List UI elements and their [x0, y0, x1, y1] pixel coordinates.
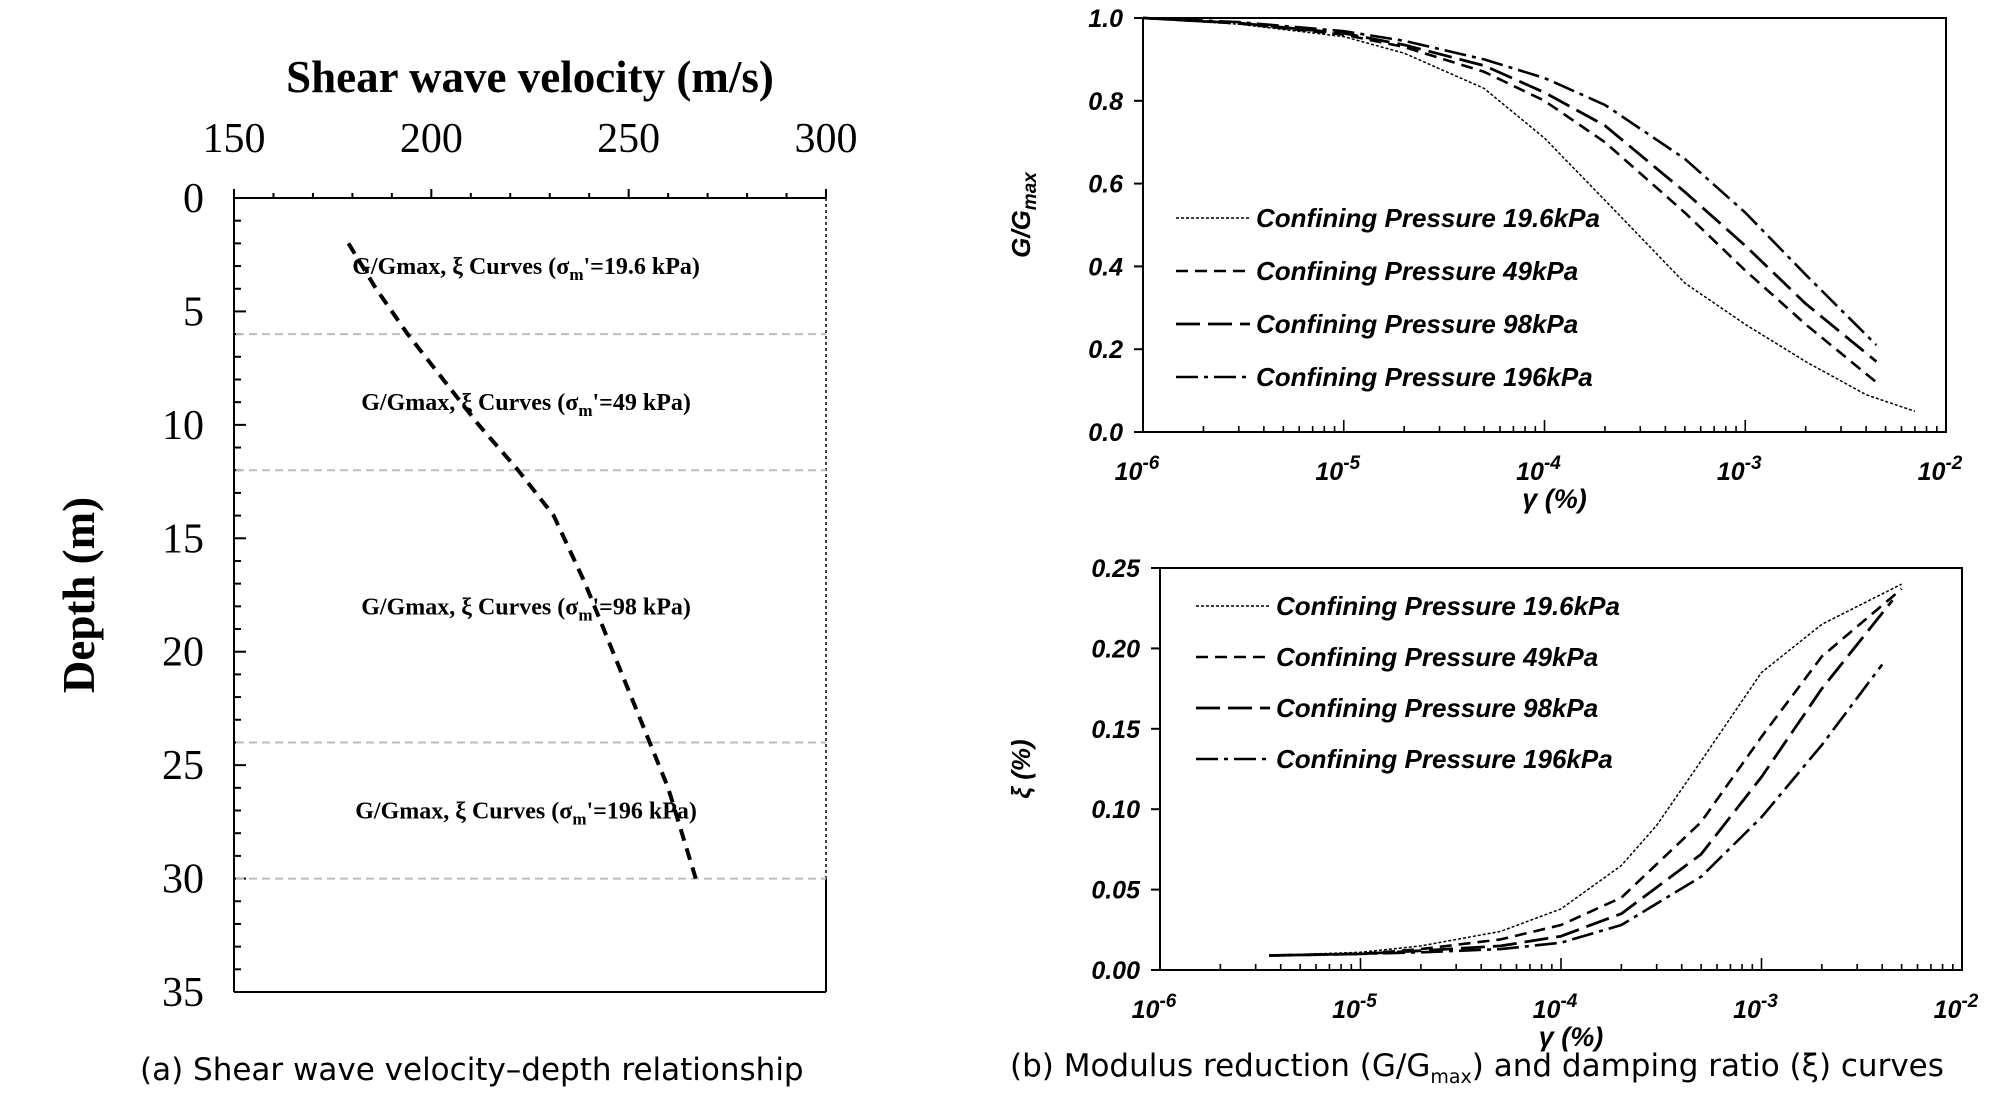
modulus-legend-label: Confining Pressure 98kPa: [1256, 309, 1578, 339]
damping-y-tick-label: 0.25: [1091, 555, 1141, 583]
modulus-y-tick-label: 1.0: [1088, 5, 1123, 33]
layer-curve-label: G/Gmax, ξ Curves (σm'=196 kPa): [355, 799, 697, 829]
depth-tick-label: 5: [183, 289, 204, 335]
damping-legend-label: Confining Pressure 98kPa: [1276, 693, 1598, 723]
damping-x-tick-label: 10-4: [1533, 991, 1578, 1024]
damping-y-tick-label: 0.10: [1091, 796, 1140, 824]
caption-b: (b) Modulus reduction (G/Gmax) and dampi…: [1010, 1048, 1944, 1088]
damping-y-tick-label: 0.00: [1091, 957, 1140, 985]
damping-x-axis-title: γ (%): [1539, 1022, 1604, 1052]
velocity-tick-label: 150: [203, 116, 266, 162]
damping-x-tick-label: 10-3: [1733, 991, 1778, 1024]
modulus-y-tick-label: 0.6: [1088, 171, 1124, 199]
damping-y-tick-label: 0.05: [1091, 877, 1141, 905]
modulus-x-axis-title: γ (%): [1522, 484, 1587, 514]
velocity-axis-title: Shear wave velocity (m/s): [286, 52, 774, 102]
caption-b-suffix: ) and damping ratio (ξ) curves: [1471, 1047, 1944, 1084]
depth-axis-title: Depth (m): [54, 497, 104, 693]
modulus-x-tick-label: 10-3: [1717, 453, 1762, 486]
velocity-tick-label: 200: [400, 116, 463, 162]
depth-tick-label: 35: [162, 970, 204, 1016]
modulus-y-axis-title: G/Gmax: [1006, 171, 1041, 258]
caption-b-prefix: (b) Modulus reduction (G/G: [1010, 1047, 1431, 1084]
depth-tick-label: 0: [183, 176, 204, 222]
modulus-series-line: [1142, 16, 1878, 363]
modulus-y-tick-label: 0.0: [1088, 419, 1123, 447]
layer-curve-label: G/Gmax, ξ Curves (σm'=49 kPa): [361, 390, 691, 420]
modulus-series-line: [1142, 16, 1878, 347]
modulus-series-line: [1142, 16, 1878, 384]
layer-curve-label: G/Gmax, ξ Curves (σm'=98 kPa): [361, 594, 691, 624]
modulus-x-tick-label: 10-4: [1516, 453, 1561, 486]
damping-y-tick-label: 0.20: [1091, 635, 1140, 663]
damping-x-tick-label: 10-2: [1934, 991, 1979, 1024]
modulus-legend-label: Confining Pressure 196kPa: [1256, 362, 1593, 392]
caption-a: (a) Shear wave velocity–depth relationsh…: [140, 1052, 804, 1088]
modulus-series-line: [1142, 17, 1916, 413]
velocity-depth-chart: Shear wave velocity (m/s) 150 200 250 300 0 5 1…: [54, 52, 858, 1016]
modulus-y-tick-label: 0.2: [1088, 336, 1123, 364]
damping-x-tick-label: 10-6: [1132, 991, 1177, 1024]
damping-legend-label: Confining Pressure 196kPa: [1276, 744, 1613, 774]
damping-legend-label: Confining Pressure 19.6kPa: [1276, 591, 1620, 621]
damping-series-line: [1269, 663, 1884, 957]
depth-tick-label: 25: [162, 743, 204, 789]
modulus-x-tick-label: 10-5: [1315, 453, 1360, 486]
modulus-legend-label: Confining Pressure 19.6kPa: [1256, 203, 1600, 233]
modulus-y-tick-label: 0.4: [1088, 253, 1123, 281]
caption-b-sub: max: [1430, 1066, 1472, 1088]
damping-series-line: [1269, 583, 1902, 957]
layer-curve-label: G/Gmax, ξ Curves (σm'=19.6 kPa): [352, 254, 700, 284]
modulus-legend-label: Confining Pressure 49kPa: [1256, 256, 1578, 286]
modulus-y-tick-label: 0.8: [1088, 88, 1123, 116]
modulus-reduction-chart: 0.0 0.2 0.4 0.6 0.8 1.0 10-6 10-5 10-4 10-3 10-2 γ …: [1006, 5, 1963, 514]
damping-legend-label: Confining Pressure 49kPa: [1276, 642, 1598, 672]
velocity-tick-label: 250: [597, 116, 660, 162]
velocity-tick-label: 300: [795, 116, 858, 162]
damping-x-tick-label: 10-5: [1332, 991, 1377, 1024]
depth-tick-label: 30: [162, 857, 204, 903]
depth-tick-label: 10: [162, 403, 204, 449]
damping-y-tick-label: 0.15: [1091, 716, 1141, 744]
damping-series-line: [1269, 599, 1894, 957]
depth-tick-label: 15: [162, 516, 204, 562]
damping-ratio-chart: 0.00 0.05 0.10 0.15 0.20 0.25 10-6 10-5 10-4 10-3…: [1006, 555, 1979, 1052]
damping-y-axis-title: ξ (%): [1006, 739, 1036, 798]
depth-tick-label: 20: [162, 630, 204, 676]
damping-series-line: [1269, 587, 1903, 957]
modulus-x-tick-label: 10-2: [1918, 453, 1963, 486]
modulus-x-tick-label: 10-6: [1115, 453, 1160, 486]
velocity-profile-line: [346, 242, 698, 880]
